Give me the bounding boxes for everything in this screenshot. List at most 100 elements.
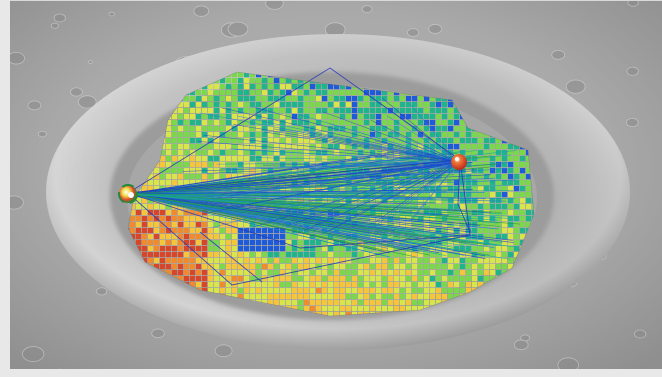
heatmap-cell (256, 144, 262, 150)
heatmap-cell (346, 156, 352, 162)
heatmap-cell (148, 246, 154, 252)
heatmap-cell (466, 144, 472, 150)
heatmap-cell (178, 168, 184, 174)
heatmap-cell (322, 240, 328, 246)
heatmap-cell (328, 114, 334, 120)
heatmap-cell (232, 84, 238, 90)
heatmap-cell (388, 156, 394, 162)
heatmap-cell (418, 132, 424, 138)
heatmap-cell (430, 246, 436, 252)
heatmap-cell (382, 186, 388, 192)
heatmap-cell (214, 156, 220, 162)
heatmap-cell (436, 258, 442, 264)
heatmap-cell (340, 294, 346, 300)
small-crater (214, 344, 233, 358)
heatmap-cell (358, 150, 364, 156)
heatmap-cell (232, 240, 238, 246)
heatmap-cell (466, 270, 472, 276)
right-sensor-marker-icon[interactable] (451, 154, 467, 170)
heatmap-cell (472, 234, 478, 240)
heatmap-cell (376, 132, 382, 138)
heatmap-cell (292, 306, 298, 312)
heatmap-cell (472, 186, 478, 192)
heatmap-cell (250, 174, 256, 180)
heatmap-cell (460, 138, 466, 144)
heatmap-cell (250, 288, 256, 294)
heatmap-cell (274, 102, 280, 108)
heatmap-cell (454, 132, 460, 138)
heatmap-cell (448, 288, 454, 294)
heatmap-cell (244, 222, 250, 228)
heatmap-cell (316, 294, 322, 300)
heatmap-cell (448, 114, 454, 120)
heatmap-cell (424, 228, 430, 234)
left-sensor-marker-icon[interactable] (118, 184, 138, 204)
heatmap-cell (280, 84, 286, 90)
heatmap-cell (442, 174, 448, 180)
heatmap-cell (442, 192, 448, 198)
heatmap-cell (232, 120, 238, 126)
small-crater (428, 23, 443, 34)
heatmap-cell (196, 144, 202, 150)
heatmap-cell (376, 150, 382, 156)
heatmap-cell (496, 216, 502, 222)
heatmap-cell (142, 198, 148, 204)
heatmap-cell (202, 108, 208, 114)
heatmap-cell (394, 306, 400, 312)
heatmap-cell (340, 276, 346, 282)
heatmap-cell (298, 300, 304, 306)
heatmap-cell (412, 174, 418, 180)
heatmap-cell (478, 144, 484, 150)
heatmap-cell (508, 258, 514, 264)
heatmap-cell (244, 294, 250, 300)
heatmap-cell (448, 192, 454, 198)
heatmap-cell (442, 114, 448, 120)
heatmap-cell (424, 138, 430, 144)
heatmap-cell (286, 144, 292, 150)
heatmap-cell (394, 222, 400, 228)
heatmap-cell (304, 84, 310, 90)
heatmap-cell (358, 114, 364, 120)
heatmap-cell (172, 174, 178, 180)
heatmap-cell (502, 222, 508, 228)
heatmap-cell (202, 132, 208, 138)
heatmap-cell (166, 156, 172, 162)
heatmap-cell (322, 96, 328, 102)
heatmap-cell (376, 264, 382, 270)
line-of-sight-ray (390, 161, 460, 203)
heatmap-cell (448, 240, 454, 246)
heatmap-cell (322, 246, 328, 252)
heatmap-cell (340, 96, 346, 102)
heatmap-cell (418, 198, 424, 204)
heatmap-cell (256, 258, 262, 264)
heatmap-cell (502, 180, 508, 186)
heatmap-cell (340, 252, 346, 258)
heatmap-cell (214, 96, 220, 102)
heatmap-cell (244, 162, 250, 168)
heatmap-cell (280, 144, 286, 150)
heatmap-cell (484, 258, 490, 264)
heatmap-cell (178, 234, 184, 240)
heatmap-cell (154, 240, 160, 246)
heatmap-cell (520, 198, 526, 204)
heatmap-cell (220, 246, 226, 252)
heatmap-cell (274, 222, 280, 228)
heatmap-cell (358, 270, 364, 276)
heatmap-cell (466, 258, 472, 264)
heatmap-cell (394, 114, 400, 120)
heatmap-cell (280, 96, 286, 102)
heatmap-cell (172, 180, 178, 186)
heatmap-cell (514, 240, 520, 246)
heatmap-cell (388, 198, 394, 204)
heatmap-cell (412, 144, 418, 150)
heatmap-cell (472, 204, 478, 210)
heatmap-cell (172, 264, 178, 270)
heatmap-cell (406, 258, 412, 264)
heatmap-cell (328, 258, 334, 264)
heatmap-cell (190, 264, 196, 270)
heatmap-cell (334, 156, 340, 162)
small-crater (625, 117, 639, 128)
heatmap-cell (382, 198, 388, 204)
